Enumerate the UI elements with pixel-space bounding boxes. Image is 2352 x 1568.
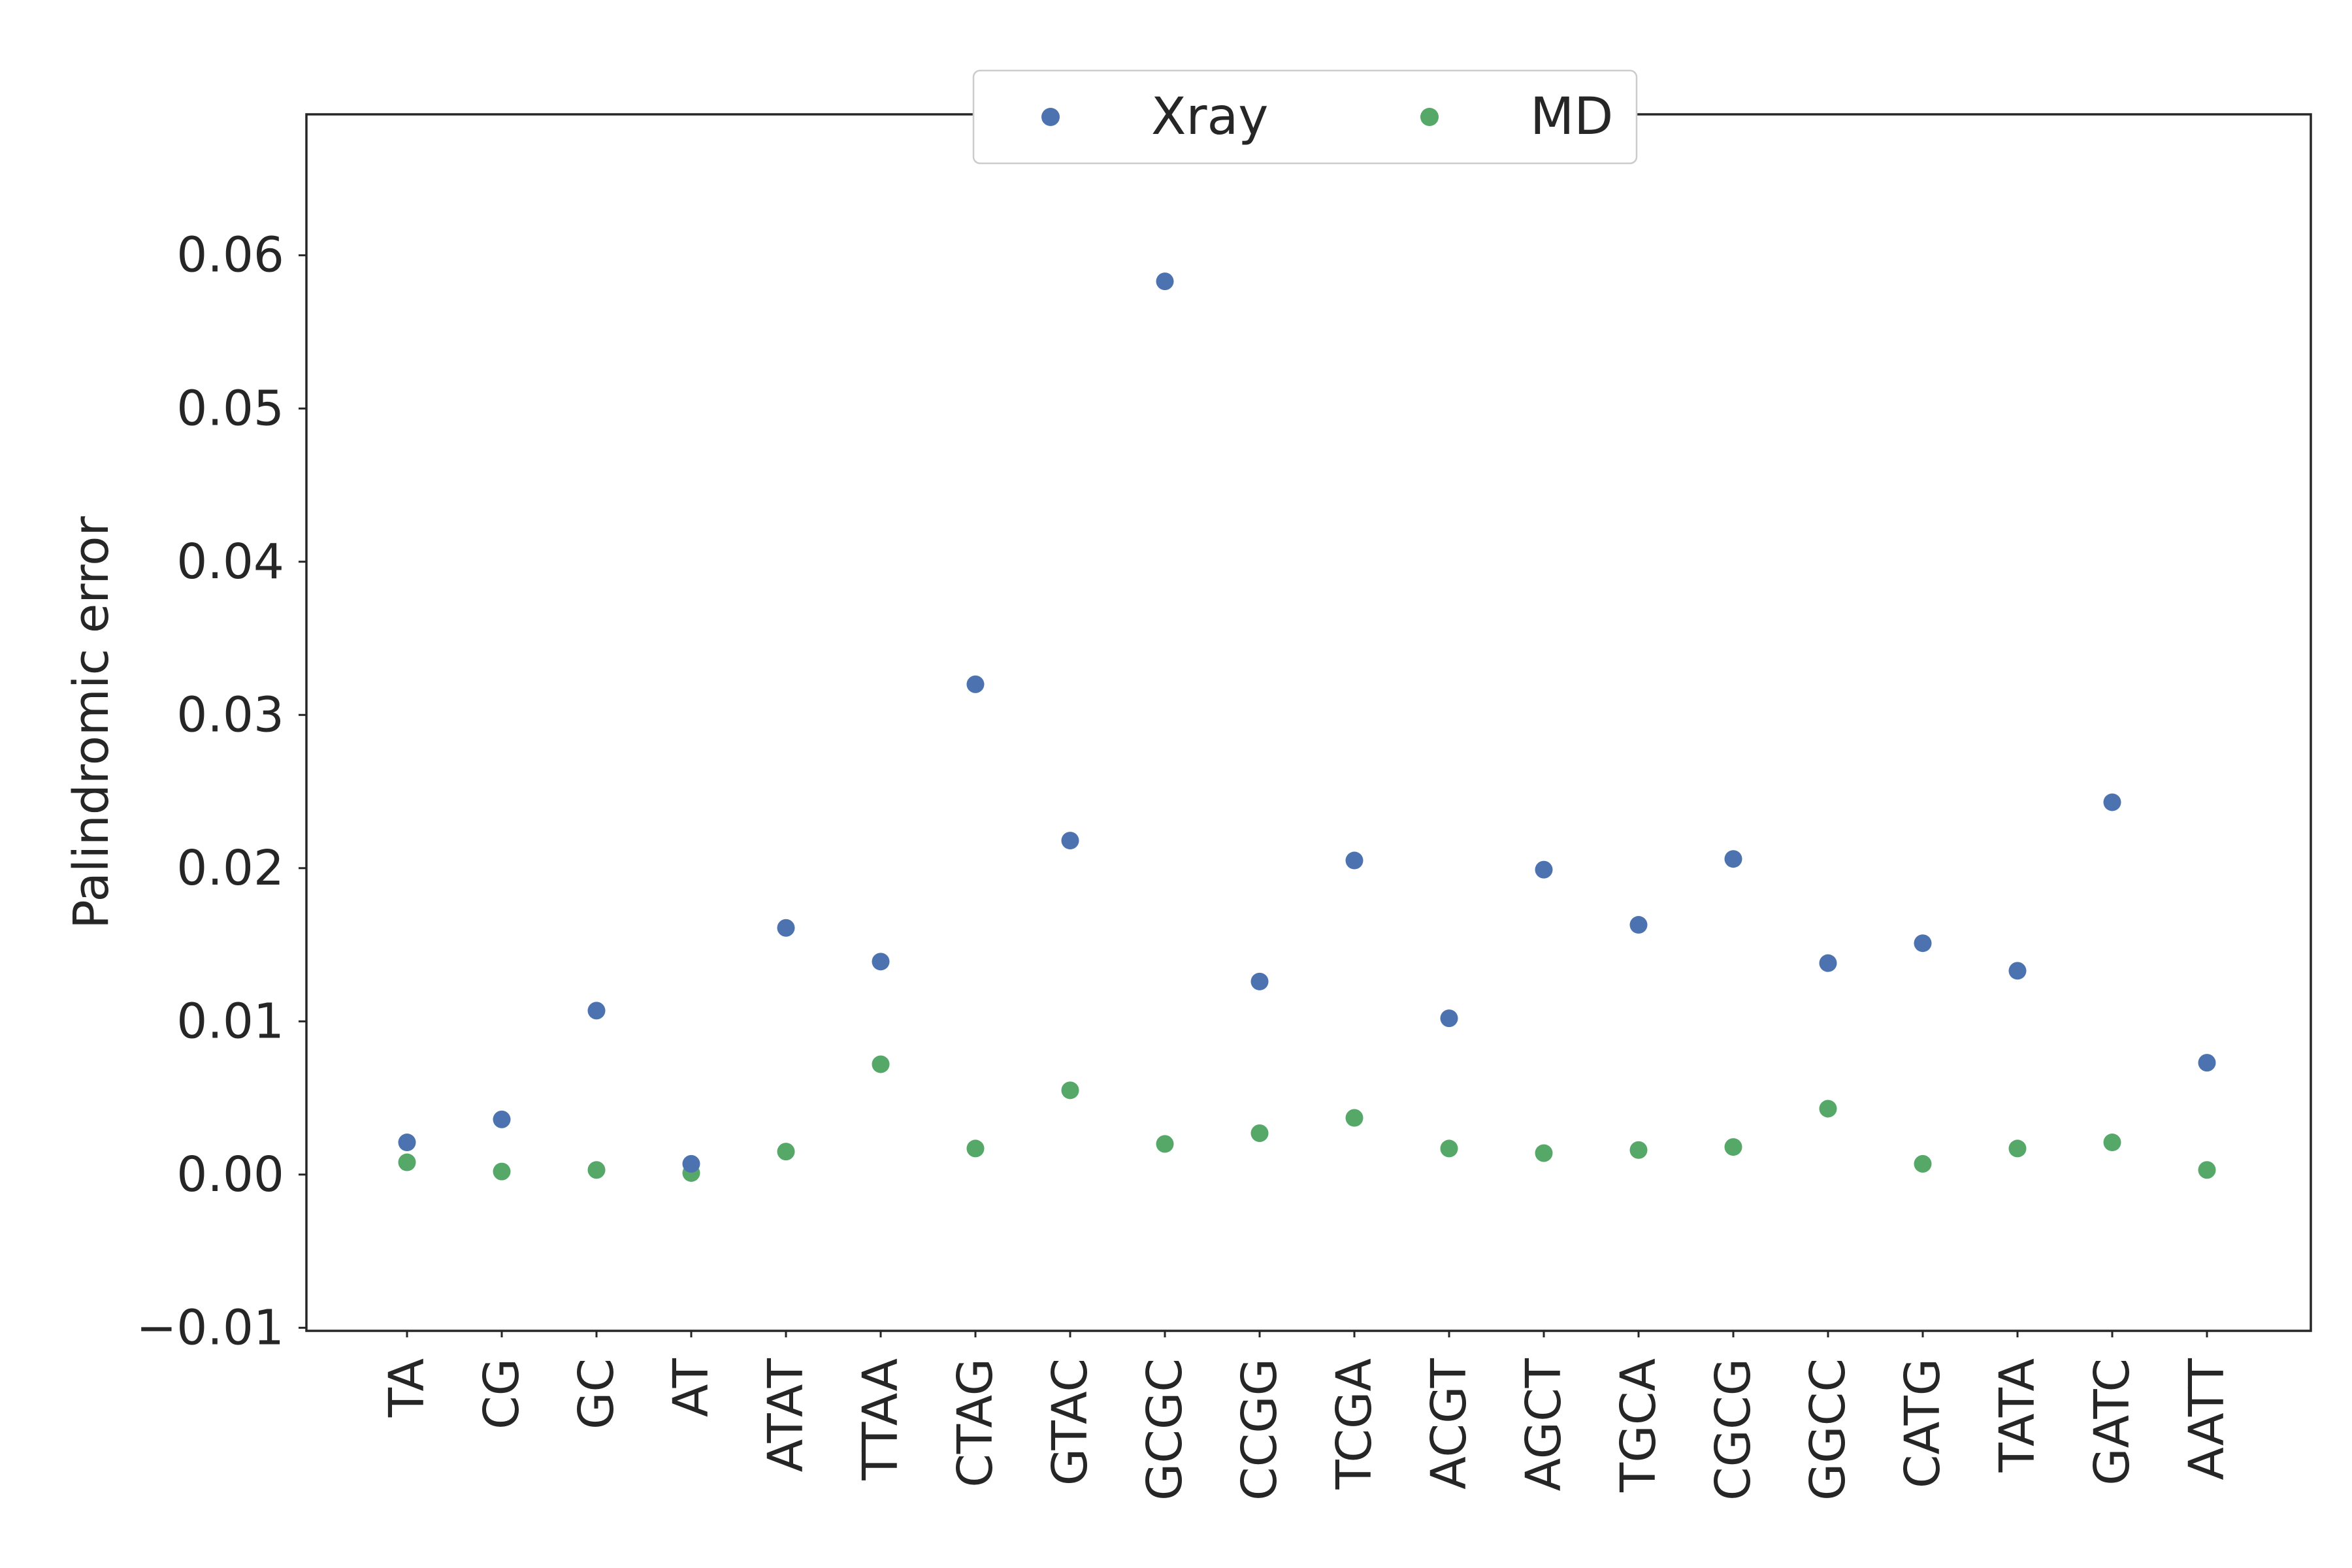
data-point-xray xyxy=(966,675,985,693)
x-tick-label: TCGA xyxy=(1326,1358,1382,1490)
legend-label-md: MD xyxy=(1530,88,1613,146)
data-point-xray xyxy=(1250,972,1269,990)
data-point-md xyxy=(2103,1134,2121,1152)
data-point-md xyxy=(2008,1139,2027,1158)
data-point-xray xyxy=(2198,1054,2216,1072)
y-tick-label: 0.05 xyxy=(176,380,284,436)
y-tick-label: −0.01 xyxy=(136,1299,284,1356)
data-point-md xyxy=(1345,1109,1364,1127)
y-tick-label: 0.06 xyxy=(176,227,284,284)
data-point-md xyxy=(1724,1138,1742,1156)
data-point-xray xyxy=(2103,793,2121,811)
y-tick-label: 0.01 xyxy=(176,993,284,1049)
data-point-md xyxy=(1629,1141,1648,1159)
data-point-md xyxy=(777,1143,795,1161)
data-point-md xyxy=(493,1162,511,1181)
data-point-xray xyxy=(1819,954,1837,972)
y-tick-label: 0.02 xyxy=(176,840,284,896)
data-point-md xyxy=(2198,1161,2216,1179)
y-axis-label: Palindromic error xyxy=(63,516,120,929)
data-point-xray xyxy=(398,1134,416,1152)
y-tick-label: 0.03 xyxy=(176,687,284,743)
data-point-md xyxy=(1250,1124,1269,1142)
x-tick-label: CCGG xyxy=(1232,1358,1288,1501)
x-tick-label: GTAC xyxy=(1042,1358,1098,1486)
x-tick-label: CATG xyxy=(1895,1358,1951,1488)
x-tick-label: AT xyxy=(663,1358,719,1417)
data-point-md xyxy=(1156,1135,1174,1153)
x-tick-label: CG xyxy=(474,1358,530,1429)
x-tick-label: GCGC xyxy=(1137,1358,1193,1501)
data-point-md xyxy=(1535,1144,1553,1162)
y-tick-label: 0.00 xyxy=(176,1147,284,1203)
data-point-xray xyxy=(1629,916,1648,934)
data-point-xray xyxy=(2008,962,2027,980)
x-tick-label: CTAG xyxy=(947,1358,1004,1488)
x-tick-label: TTAA xyxy=(853,1358,909,1481)
data-point-md xyxy=(587,1161,606,1179)
data-point-xray xyxy=(493,1110,511,1128)
x-tick-label: TA xyxy=(379,1358,435,1418)
y-tick-label: 0.04 xyxy=(176,534,284,590)
data-point-md xyxy=(872,1055,890,1073)
data-point-xray xyxy=(777,919,795,937)
data-point-md xyxy=(1914,1154,1932,1173)
data-point-xray xyxy=(1440,1009,1458,1028)
x-tick-label: ACGT xyxy=(1421,1358,1477,1490)
data-point-xray xyxy=(587,1002,606,1020)
data-point-md xyxy=(966,1139,985,1158)
data-point-xray xyxy=(1914,934,1932,953)
x-tick-label: GGCC xyxy=(1800,1358,1856,1501)
data-point-xray xyxy=(1156,272,1174,291)
legend-marker-xray xyxy=(1041,108,1060,126)
x-tick-label: TATA xyxy=(1989,1358,2046,1473)
x-tick-label: ATAT xyxy=(758,1358,814,1472)
x-tick-label: CGCG xyxy=(1705,1358,1761,1501)
data-point-xray xyxy=(1724,850,1742,868)
legend-label-xray: Xray xyxy=(1151,88,1268,146)
data-point-xray xyxy=(1535,860,1553,879)
x-tick-label: AATT xyxy=(2179,1358,2235,1480)
legend-box xyxy=(972,69,1638,165)
data-point-md xyxy=(398,1153,416,1171)
data-point-xray xyxy=(1345,851,1364,870)
data-point-xray xyxy=(872,953,890,971)
x-tick-label: AGCT xyxy=(1516,1358,1572,1491)
x-tick-label: GC xyxy=(568,1358,625,1429)
data-point-xray xyxy=(1061,832,1079,850)
data-point-md xyxy=(1061,1081,1079,1100)
data-point-xray xyxy=(682,1154,700,1173)
x-tick-label: GATC xyxy=(2084,1358,2140,1486)
data-point-md xyxy=(1440,1139,1458,1158)
data-point-md xyxy=(1819,1100,1837,1118)
chart-marks: −0.01 0.00 0.01 0.02 0.03 0.04 0.05 0.06 TA CG GC A… xyxy=(63,69,2312,1501)
x-tick-label: TGCA xyxy=(1610,1358,1667,1493)
legend-marker-md xyxy=(1420,108,1439,126)
